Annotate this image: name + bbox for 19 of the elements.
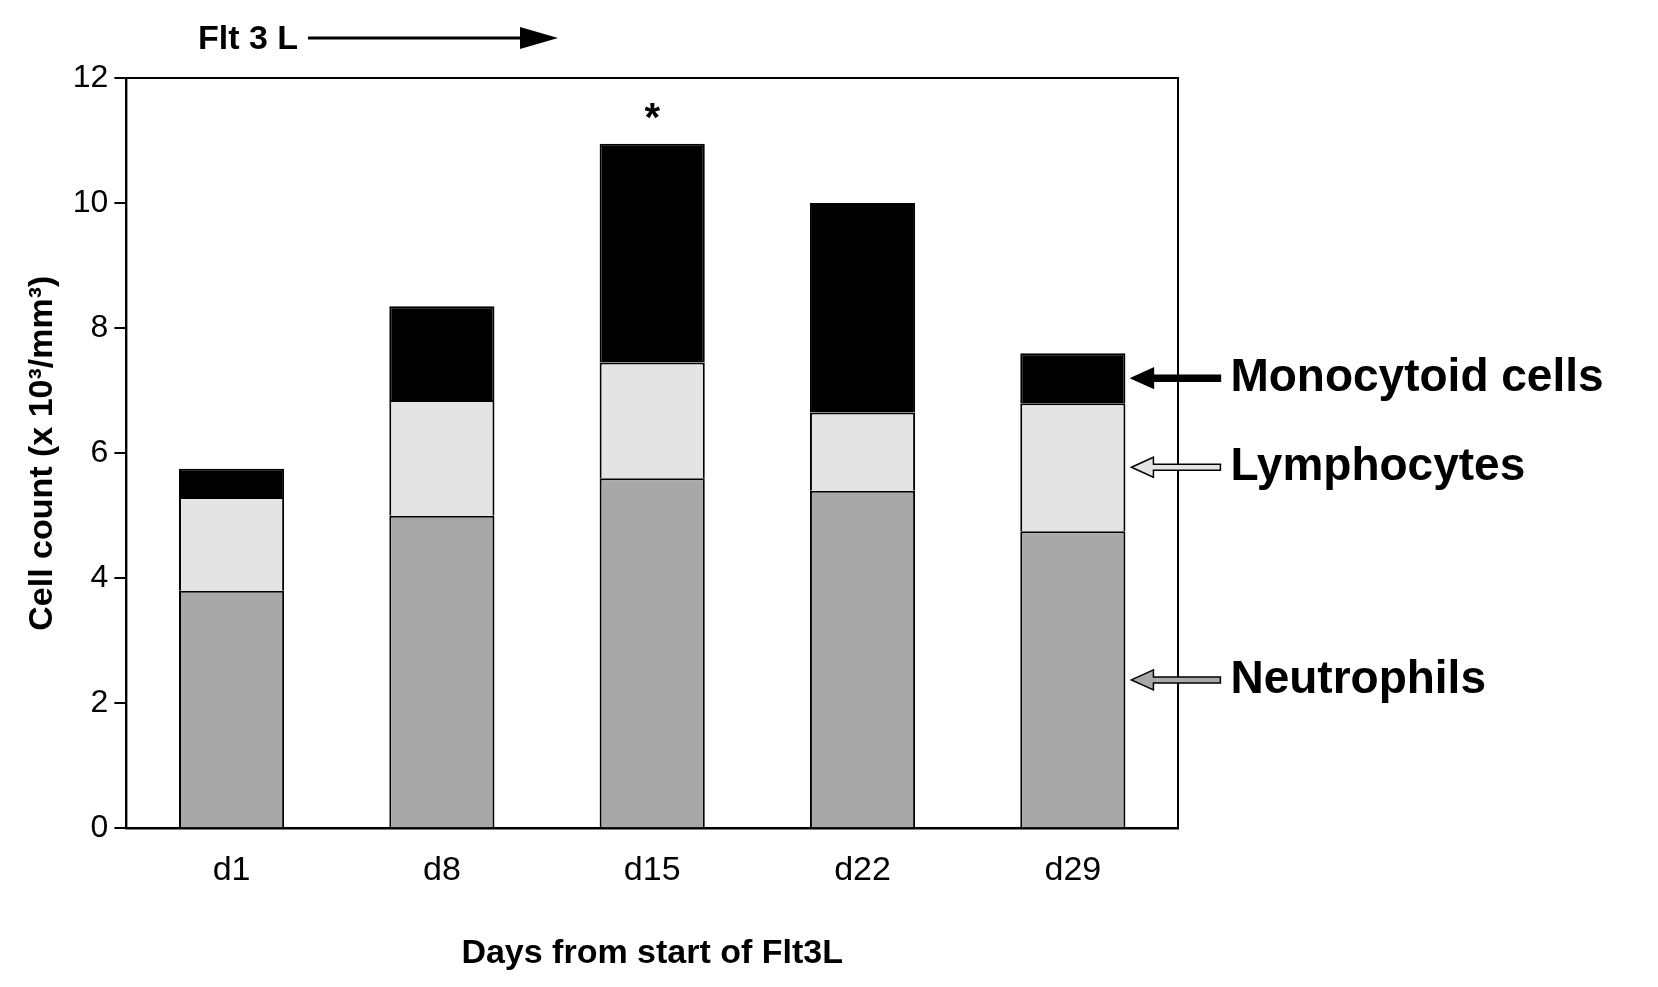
x-tick-label: d22 [834,849,891,888]
x-axis-title: Days from start of Flt3L [461,931,844,970]
y-tick-label: 2 [90,683,109,720]
y-tick-label: 12 [72,57,109,94]
x-tick-label: d1 [212,849,251,888]
y-axis-title: Cell count (x 10³/mm³) [20,275,59,631]
y-tick-label: 8 [90,307,109,344]
legend-label: Neutrophils [1230,650,1486,703]
x-tick-label: d29 [1044,849,1102,888]
annotation: * [644,94,661,139]
y-tick-label: 4 [90,558,109,595]
legend-label: Lymphocytes [1230,437,1526,490]
legend-label: Monocytoid cells [1230,348,1604,401]
text: Flt 3 L [198,18,299,57]
y-tick-label: 10 [72,182,109,219]
x-tick-label: d15 [623,849,681,888]
y-tick-label: 6 [90,433,109,470]
x-tick-label: d8 [422,849,461,888]
y-tick-label: 0 [90,808,109,845]
